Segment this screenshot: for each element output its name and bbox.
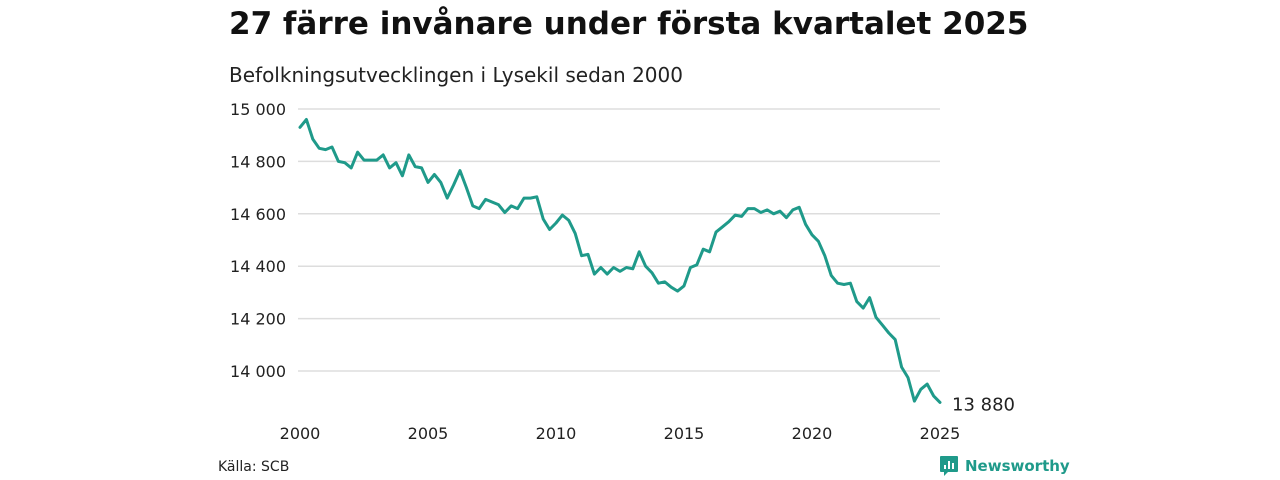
x-tick-label: 2020 bbox=[792, 424, 833, 443]
x-axis: 2000 2005 2010 2015 2020 2025 bbox=[280, 424, 961, 443]
y-tick-label: 14 400 bbox=[230, 257, 286, 276]
end-value-label: 13 880 bbox=[952, 394, 1015, 415]
chart-subtitle: Befolkningsutvecklingen i Lysekil sedan … bbox=[229, 63, 683, 87]
x-tick-label: 2010 bbox=[536, 424, 577, 443]
y-axis: 15 000 14 800 14 600 14 400 14 200 14 000 bbox=[230, 100, 286, 381]
y-tick-label: 15 000 bbox=[230, 100, 286, 119]
x-tick-label: 2015 bbox=[664, 424, 705, 443]
brand-name: Newsworthy bbox=[965, 457, 1070, 475]
newsworthy-logo-icon bbox=[940, 456, 958, 476]
y-tick-label: 14 000 bbox=[230, 362, 286, 381]
brand-logo: Newsworthy bbox=[939, 455, 1070, 477]
x-tick-label: 2000 bbox=[280, 424, 321, 443]
y-tick-label: 14 600 bbox=[230, 205, 286, 224]
population-series-line bbox=[298, 118, 942, 404]
chart-title: 27 färre invånare under första kvartalet… bbox=[229, 6, 1029, 42]
x-tick-label: 2025 bbox=[920, 424, 961, 443]
x-tick-label: 2005 bbox=[408, 424, 449, 443]
y-tick-label: 14 800 bbox=[230, 152, 286, 171]
y-tick-label: 14 200 bbox=[230, 310, 286, 329]
source-note: Källa: SCB bbox=[218, 459, 290, 475]
grid-lines bbox=[298, 108, 940, 372]
